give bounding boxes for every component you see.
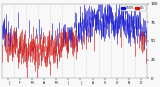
Legend: 100%, 0%: 100%, 0% <box>120 5 146 11</box>
